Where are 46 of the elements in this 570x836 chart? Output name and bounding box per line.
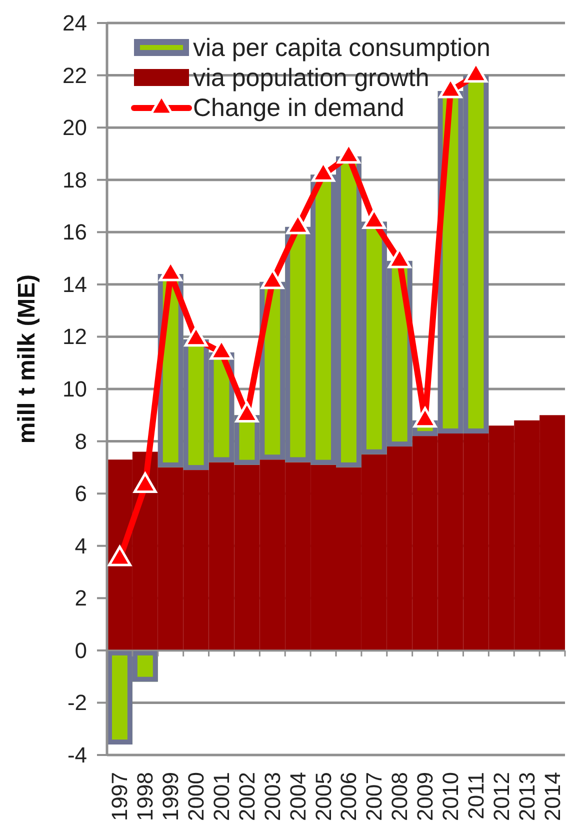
x-tick-label: 2010 bbox=[438, 772, 463, 821]
x-tick-label: 2007 bbox=[362, 772, 387, 821]
y-tick-label: 2 bbox=[74, 586, 87, 611]
x-tick-label: 2006 bbox=[336, 772, 362, 821]
legend-label: via population growth bbox=[193, 64, 430, 92]
y-tick-label: 18 bbox=[62, 167, 87, 192]
y-tick-label: 6 bbox=[74, 481, 87, 506]
x-tick-label: 1998 bbox=[132, 772, 158, 821]
x-tick-label: 2011 bbox=[463, 772, 488, 820]
y-tick-label: 16 bbox=[62, 220, 87, 245]
y-tick-label: 24 bbox=[62, 10, 87, 36]
x-tick-label: 2013 bbox=[514, 772, 540, 821]
legend-label: via per capita consumption bbox=[193, 34, 490, 62]
y-tick-label: 12 bbox=[62, 324, 87, 350]
legend-label: Change in demand bbox=[193, 94, 404, 122]
point bbox=[133, 472, 157, 494]
point bbox=[362, 208, 386, 229]
point bbox=[235, 402, 259, 422]
y-tick-label: 4 bbox=[74, 533, 87, 558]
point bbox=[210, 339, 234, 360]
x-tick-label: 1997 bbox=[107, 772, 132, 821]
x-tick-label: 2008 bbox=[387, 772, 412, 821]
point bbox=[413, 407, 437, 428]
x-tick-label: 2004 bbox=[285, 772, 310, 821]
y-tick-label: 0 bbox=[74, 638, 87, 663]
x-tick-label: 2002 bbox=[234, 772, 260, 821]
x-tick-label: 2005 bbox=[310, 772, 336, 821]
y-axis-title: mill t milk (ME) bbox=[14, 274, 40, 444]
y-tick-label: 8 bbox=[74, 428, 87, 454]
y-tick-label: -2 bbox=[67, 690, 87, 716]
x-tick-label: 2003 bbox=[260, 772, 285, 821]
x-tick-label: 2000 bbox=[184, 772, 209, 821]
x-tick-label: 2009 bbox=[412, 772, 438, 821]
point bbox=[286, 214, 310, 234]
x-tick-label: 2014 bbox=[540, 772, 565, 821]
y-tick-label: 20 bbox=[62, 115, 87, 140]
y-tick-label: 10 bbox=[62, 376, 87, 402]
point bbox=[184, 326, 208, 347]
y-tick-label: -4 bbox=[67, 742, 87, 768]
point bbox=[108, 546, 132, 566]
x-tick-label: 1999 bbox=[158, 772, 184, 821]
point bbox=[260, 268, 284, 290]
x-tick-label: 2001 bbox=[209, 772, 234, 821]
y-tick-label: 14 bbox=[62, 272, 87, 297]
y-tick-label: 22 bbox=[62, 62, 87, 88]
x-tick-label: 2012 bbox=[488, 772, 514, 821]
